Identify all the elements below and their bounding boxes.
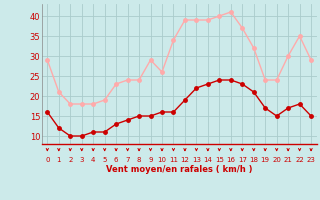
X-axis label: Vent moyen/en rafales ( km/h ): Vent moyen/en rafales ( km/h ) — [106, 165, 252, 174]
